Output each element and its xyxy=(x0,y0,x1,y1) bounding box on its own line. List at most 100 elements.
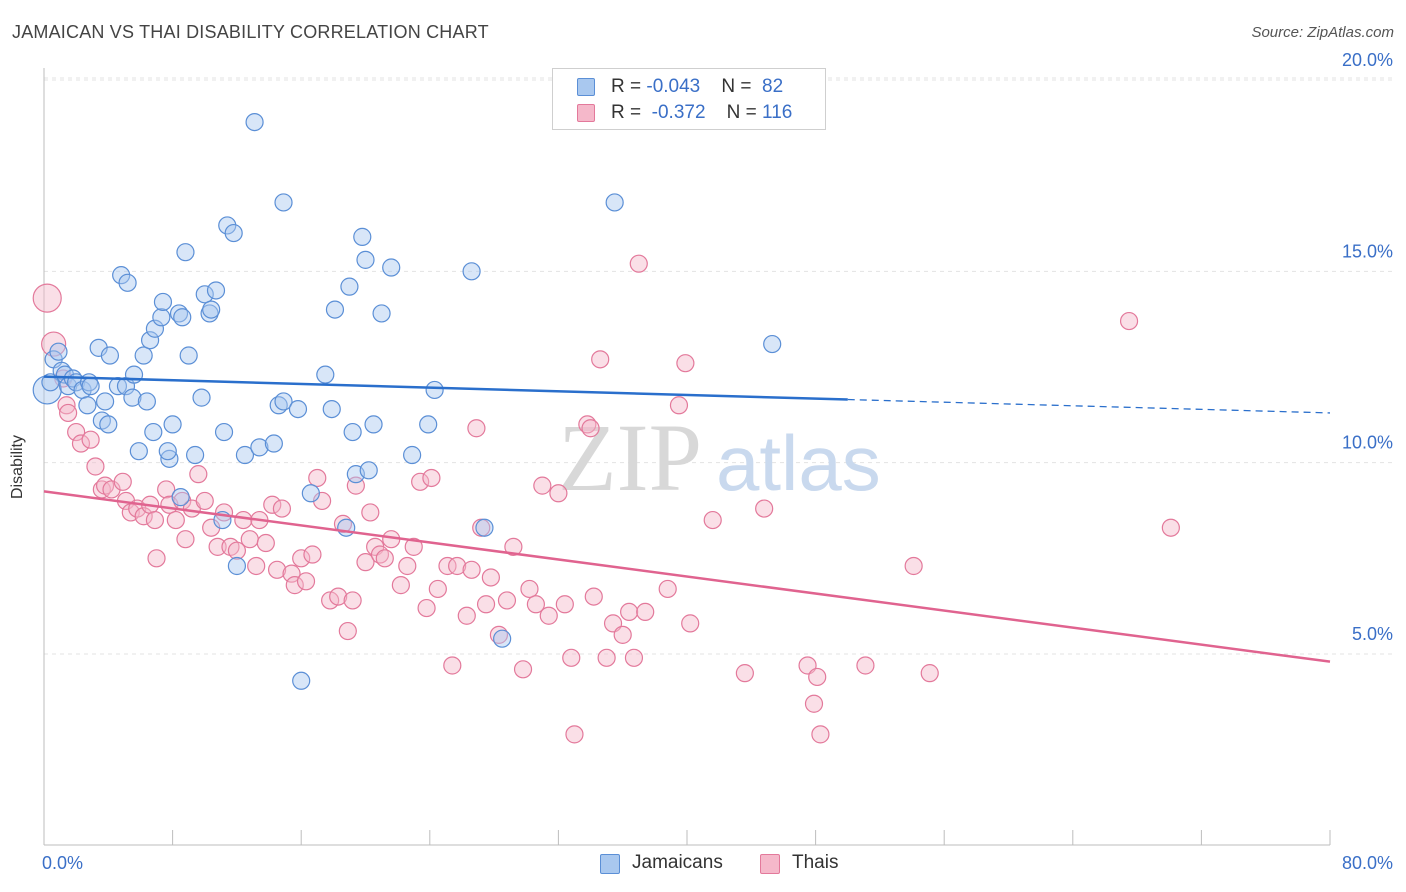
y-tick-label: 20.0% xyxy=(1342,50,1393,70)
thai-point xyxy=(81,430,100,449)
jamaican-point xyxy=(171,488,190,507)
thai-point xyxy=(681,614,700,633)
jamaican-point xyxy=(163,415,182,434)
jamaican-point xyxy=(475,518,494,537)
jamaican-point xyxy=(605,193,624,212)
thai-point xyxy=(669,396,689,415)
jamaican-point xyxy=(462,262,481,281)
thai-point xyxy=(808,667,827,687)
jamaican-point xyxy=(153,292,173,312)
thai-point xyxy=(904,556,923,576)
jamaican-point xyxy=(123,388,142,407)
jamaican-point xyxy=(403,445,422,465)
jamaican-point xyxy=(419,415,438,434)
thai-point xyxy=(462,560,481,579)
thai-point xyxy=(613,625,632,644)
jamaican-point xyxy=(763,334,782,354)
chart-title: JAMAICAN VS THAI DISABILITY CORRELATION … xyxy=(12,22,489,42)
thai-point xyxy=(303,545,322,564)
thai-point xyxy=(811,725,830,744)
thai-point xyxy=(361,503,380,522)
legend-r-value-thais: -0.372 xyxy=(651,102,706,123)
jamaican-point xyxy=(425,380,444,400)
thai-point xyxy=(145,510,165,530)
y-tick-label: 15.0% xyxy=(1342,241,1393,261)
thai-point xyxy=(296,572,316,591)
trend-lines xyxy=(43,375,1331,663)
jamaican-point xyxy=(145,319,165,338)
thai-point xyxy=(176,530,195,549)
thai-point xyxy=(208,537,227,556)
jamaican-point xyxy=(176,243,195,262)
thai-point xyxy=(581,419,600,438)
thai-point xyxy=(67,422,86,442)
jamaican-point xyxy=(372,304,391,323)
legend-r-label: R = xyxy=(611,76,647,97)
jamaican-point xyxy=(99,415,118,434)
legend-swatch-jamaicans xyxy=(577,78,595,96)
thai-point xyxy=(428,579,447,599)
thai-point xyxy=(411,472,430,491)
thai-point xyxy=(189,465,208,484)
thai-point xyxy=(1119,311,1139,331)
thai-point xyxy=(404,537,423,556)
jamaican-point xyxy=(316,365,335,384)
thai-point xyxy=(591,350,610,369)
thai-point xyxy=(520,579,539,599)
jamaican-point xyxy=(364,415,383,434)
jamaican-point xyxy=(179,346,198,365)
thai-point xyxy=(504,537,523,556)
thai-point xyxy=(282,564,301,583)
jamaican-point xyxy=(202,300,221,319)
thai-point xyxy=(147,549,166,568)
thai-point xyxy=(443,656,462,675)
thai-point xyxy=(755,499,774,518)
thai-point xyxy=(157,480,176,499)
jamaican-point xyxy=(186,445,205,465)
jamaican-point xyxy=(224,223,243,243)
thai-point xyxy=(308,468,327,488)
jamaican-point xyxy=(325,300,345,319)
thai-point xyxy=(247,556,266,576)
thai-point xyxy=(234,510,253,530)
thai-point xyxy=(804,694,824,713)
thai-point xyxy=(481,568,500,587)
jamaican-point xyxy=(152,308,171,327)
thai-point xyxy=(920,664,939,683)
jamaican-point xyxy=(195,285,214,304)
jamaicans-points xyxy=(32,112,782,690)
jamaican-point xyxy=(359,461,378,480)
thai-point xyxy=(497,591,517,610)
legend-n-value-thais: 116 xyxy=(762,102,793,123)
legend-r-label: R = xyxy=(611,102,647,123)
jamaican-point xyxy=(144,422,163,442)
legend: R = -0.043 N = 82 R = -0.372 N = 116 xyxy=(552,68,826,130)
jamaican-point xyxy=(337,518,356,537)
jamaican-point xyxy=(100,346,120,365)
jamaican-point xyxy=(288,399,308,419)
thai-point xyxy=(329,587,348,606)
jamaican-point xyxy=(227,556,246,576)
jamaican-point xyxy=(137,392,156,411)
jamaican-point xyxy=(173,308,192,327)
bottom-legend-swatch-jamaicans xyxy=(600,854,620,874)
jamaican-point xyxy=(301,484,320,503)
thai-point xyxy=(1161,518,1180,537)
x-tick-label: 80.0% xyxy=(1342,853,1393,873)
jamaican-point xyxy=(206,281,226,300)
jamaican-point xyxy=(118,273,137,292)
thai-point xyxy=(584,587,603,606)
thai-point xyxy=(71,434,91,453)
thai-point xyxy=(513,660,533,679)
jamaicans-trend-line xyxy=(43,375,848,401)
jamaican-point xyxy=(192,388,211,407)
thai-point xyxy=(422,468,441,488)
thai-point xyxy=(476,595,496,614)
thai-point xyxy=(555,595,574,614)
chart-source: Source: ZipAtlas.com xyxy=(1251,24,1394,41)
thai-point xyxy=(438,556,457,576)
thai-point xyxy=(338,621,357,641)
y-axis-label: Disability xyxy=(9,434,27,500)
thai-point xyxy=(256,533,275,553)
